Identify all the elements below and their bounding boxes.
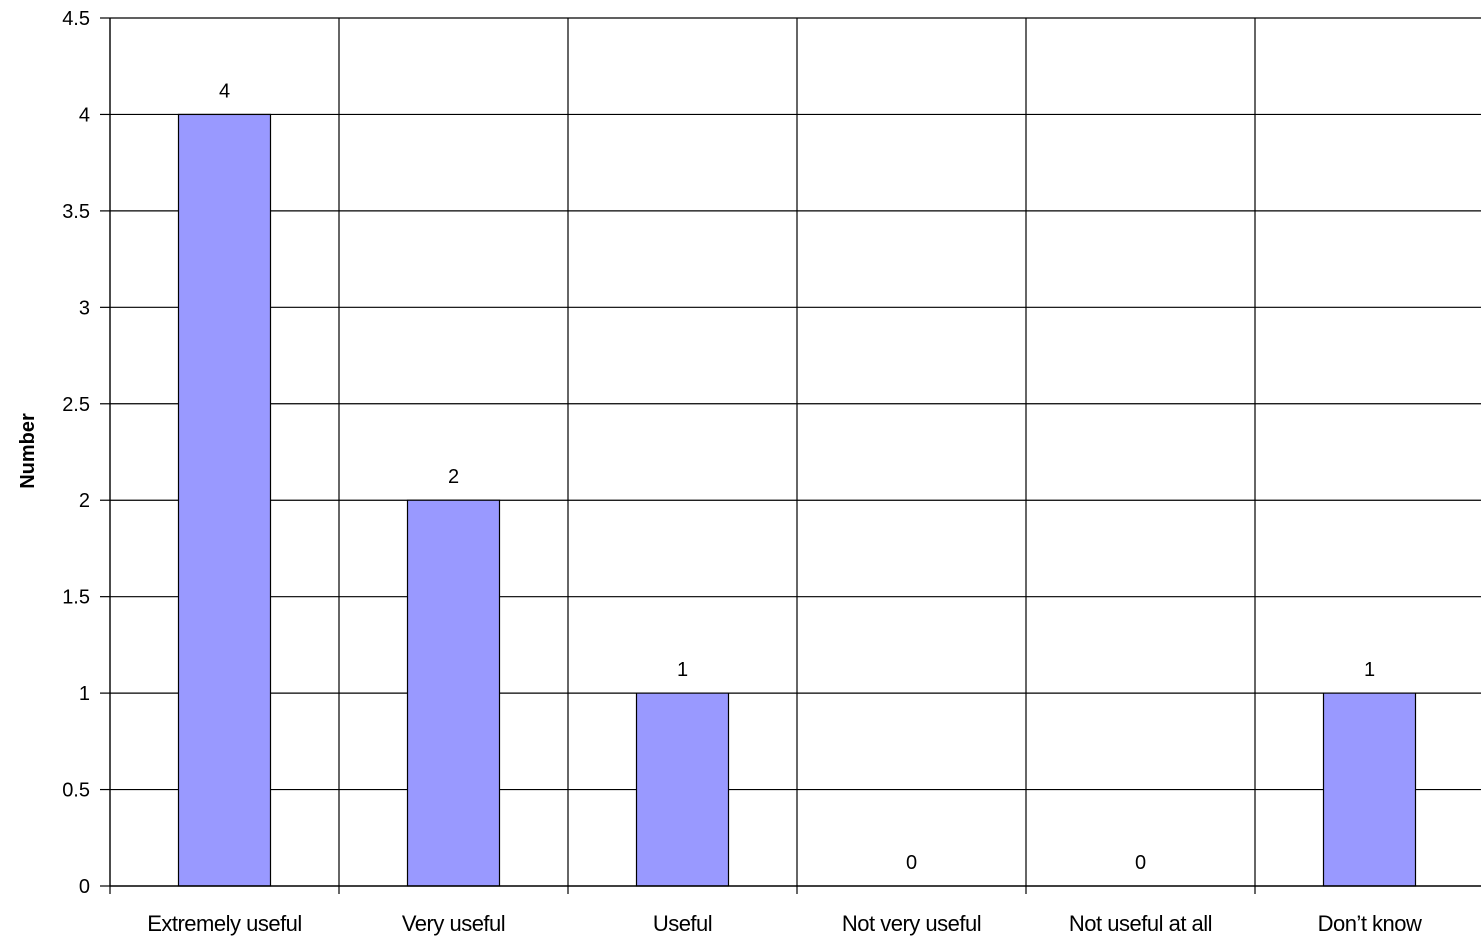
y-tick-label: 3 bbox=[79, 297, 90, 319]
y-tick-label: 0 bbox=[79, 876, 90, 898]
y-tick-label: 1.5 bbox=[62, 587, 90, 609]
x-tick-label: Don’t know bbox=[1318, 911, 1422, 936]
y-tick-label: 3.5 bbox=[62, 201, 90, 223]
data-label: 0 bbox=[906, 852, 917, 874]
data-label: 0 bbox=[1135, 852, 1146, 874]
bar-layer bbox=[177, 113, 1417, 887]
y-tick-label: 1 bbox=[79, 683, 90, 705]
y-tick-label: 4.5 bbox=[62, 8, 90, 30]
y-tick-label: 4 bbox=[79, 104, 90, 126]
bar bbox=[1322, 692, 1417, 887]
y-tick-label: 0.5 bbox=[62, 780, 90, 802]
y-axis-title: Number bbox=[17, 413, 39, 489]
y-tick-label: 2.5 bbox=[62, 394, 90, 416]
data-label: 1 bbox=[1364, 659, 1375, 681]
axis-layer bbox=[100, 17, 1481, 894]
data-label: 4 bbox=[219, 80, 230, 102]
bar bbox=[177, 113, 272, 887]
x-tick-label: Very useful bbox=[402, 911, 505, 936]
bar bbox=[406, 499, 501, 887]
data-label: 1 bbox=[677, 659, 688, 681]
data-label: 2 bbox=[448, 466, 459, 488]
x-tick-label: Extremely useful bbox=[147, 911, 302, 936]
label-layer: 0 0.5 1 1.5 2 2.5 3 3.5 4 4.5 4 Extremely useful 2 Ve… bbox=[62, 8, 1422, 936]
y-tick-label: 2 bbox=[79, 490, 90, 512]
x-tick-label: Not very useful bbox=[842, 911, 981, 936]
bar bbox=[635, 692, 730, 887]
x-tick-label: Useful bbox=[653, 911, 712, 936]
x-tick-label: Not useful at all bbox=[1069, 911, 1212, 936]
grid-layer bbox=[110, 17, 1481, 886]
